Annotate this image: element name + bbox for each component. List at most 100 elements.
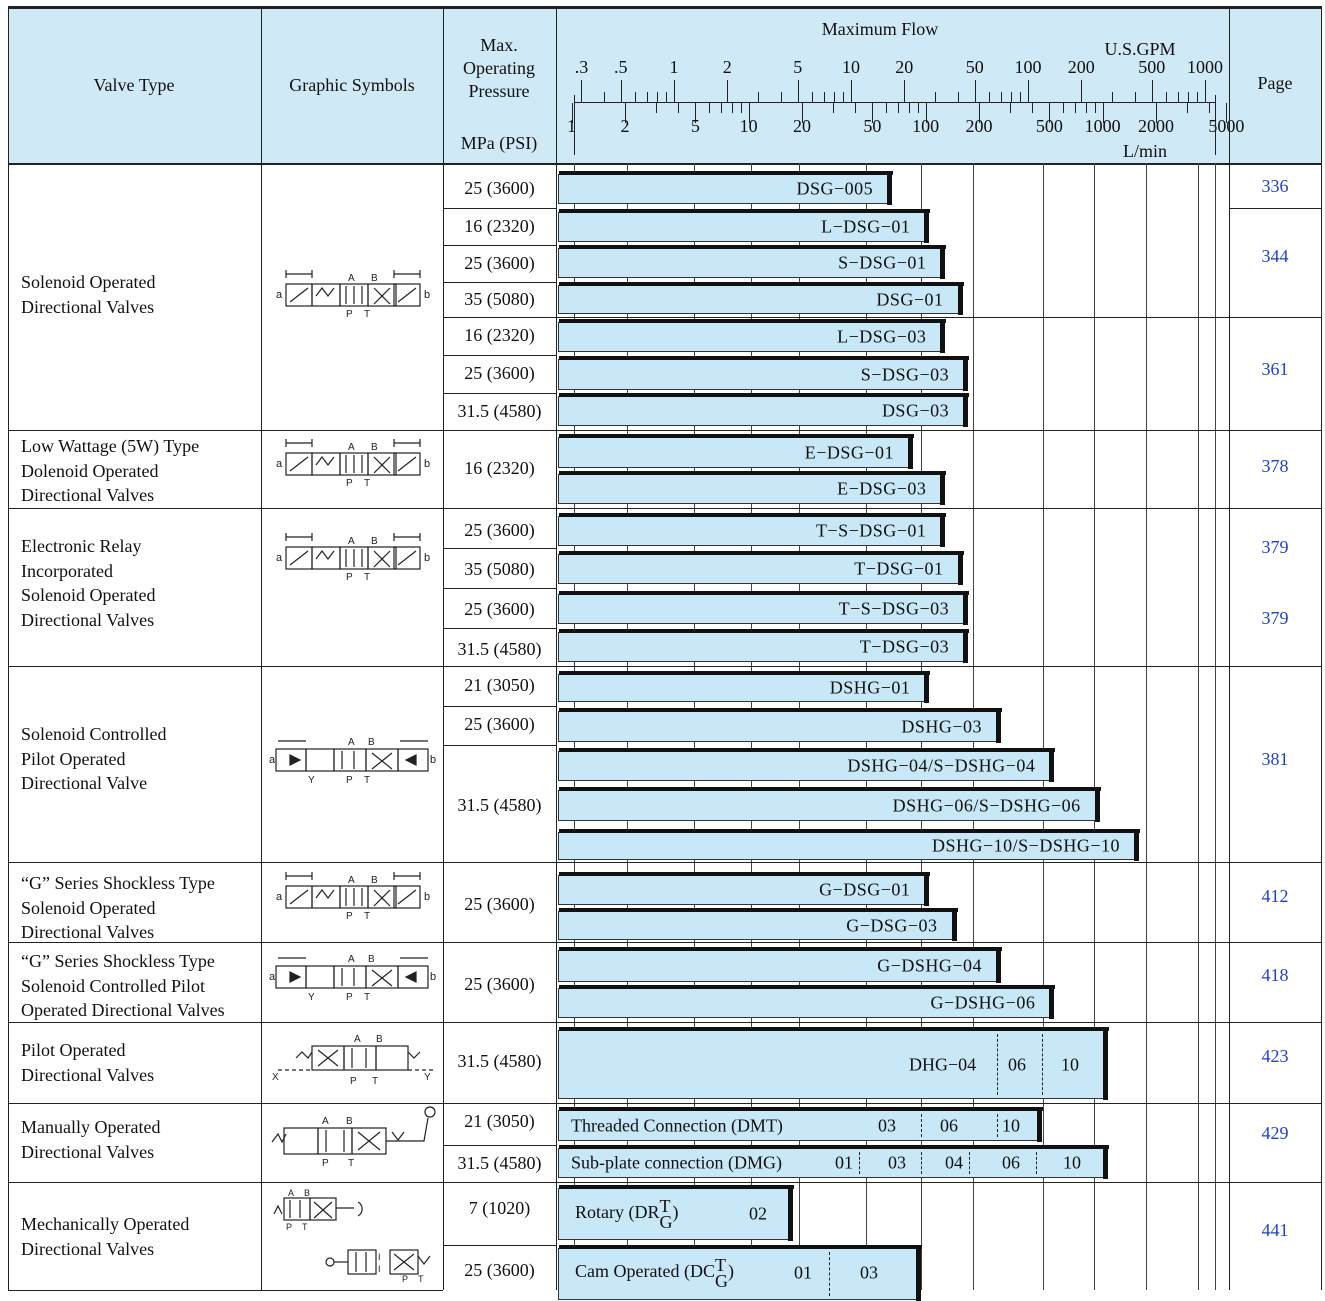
valve-type-name: Manually Operated (21, 1117, 161, 1137)
pressure-value: 35 (5080) (464, 559, 535, 579)
segment-divider (1042, 1034, 1043, 1095)
bar-edge (957, 551, 963, 585)
grid-hline (8, 1290, 443, 1291)
grid-hline (443, 1145, 556, 1146)
valve-type-name: Directional Valves (21, 609, 155, 630)
bar-topedge (559, 1027, 1109, 1031)
gpm-major-tick (1205, 80, 1206, 102)
pressure-value: 31.5 (4580) (457, 1153, 542, 1173)
page-reference-link[interactable]: 423 (1261, 1046, 1289, 1066)
gpm-minor-tick (1134, 92, 1136, 102)
valve-type-name: Directional Valves (21, 296, 155, 317)
lmin-minor-tick (1063, 103, 1065, 113)
svg-text:T: T (364, 309, 370, 320)
pressure-value: 25 (3600) (464, 714, 535, 734)
lmin-minor-tick (1085, 103, 1087, 113)
valve-type-name: Electronic Relay (21, 536, 142, 556)
bar-topedge (559, 393, 970, 397)
svg-text:I: I (378, 1252, 381, 1262)
lmin-tick-label: 500 (1035, 116, 1063, 136)
segment-divider (997, 1114, 998, 1137)
pressure-value: 25 (3600) (464, 178, 535, 198)
svg-text:a: a (276, 891, 283, 903)
segment-label: 03 (888, 1152, 906, 1173)
flow-guide-line (1094, 163, 1095, 1290)
svg-text:B: B (371, 875, 378, 886)
gpm-minor-tick (988, 92, 990, 102)
svg-text:P: P (346, 992, 353, 1003)
bar-topedge (559, 748, 1056, 752)
segment-divider (921, 1114, 922, 1137)
lmin-tick-label: 1000 (1084, 116, 1121, 136)
page-reference-link[interactable]: 361 (1261, 359, 1289, 379)
gpm-tick-label: .5 (613, 57, 628, 77)
page-reference-link[interactable]: 429 (1261, 1123, 1289, 1143)
flow-bar: DSHG−03 (558, 708, 1003, 743)
svg-text:T: T (364, 911, 370, 922)
pressure-value: 25 (3600) (464, 599, 535, 619)
segment-divider (859, 1152, 860, 1174)
svg-text:A: A (322, 1116, 329, 1127)
bar-topedge (559, 908, 958, 912)
pressure-value: 31.5 (4580) (457, 1051, 542, 1071)
flow-bar: T−DSG−01 (558, 551, 964, 585)
gpm-major-tick (1151, 80, 1153, 102)
bar-topedge (559, 1107, 1043, 1111)
grid-hline (556, 508, 1229, 509)
page-reference-link[interactable]: 381 (1261, 749, 1289, 769)
svg-text:Y: Y (308, 775, 315, 786)
page-reference-link[interactable]: 441 (1261, 1220, 1289, 1240)
svg-text:P: P (346, 309, 353, 320)
svg-text:T: T (372, 1076, 378, 1087)
gpm-minor-tick (1019, 92, 1021, 102)
gpm-major-tick (1028, 80, 1029, 102)
graphic-symbol-manual: A B P T (271, 1106, 436, 1169)
page-reference-link[interactable]: 418 (1261, 965, 1289, 985)
page-reference-link[interactable]: 344 (1261, 246, 1289, 266)
grid-vline (261, 6, 262, 1290)
rotary-label-text: Rotary (DR (575, 1202, 660, 1223)
bar-label: G−DSG−03 (846, 915, 938, 935)
lmin-tick-label: 100 (912, 116, 940, 136)
lmin-tick-label: 10 (739, 116, 758, 136)
bar-label: E−DSG−01 (804, 442, 895, 462)
svg-text:P: P (346, 911, 353, 922)
bar-label: G−DSG−01 (819, 879, 911, 900)
flow-guide-line (1198, 163, 1199, 1290)
valve-type-name: Directional Valves (21, 922, 155, 942)
header-lmin-unit: L/min (1123, 141, 1167, 161)
scale-end-tick (574, 95, 575, 155)
bar-label: DSG−01 (876, 289, 944, 309)
gpm-minor-tick (1187, 92, 1189, 102)
svg-text:A: A (348, 536, 355, 547)
lmin-major-tick (624, 103, 626, 123)
bar-label: T−DSG−01 (854, 558, 944, 579)
lmin-tick-label: 2 (620, 116, 630, 136)
bar-edge (951, 908, 957, 941)
flow-bar: DSHG−06/S−DSHG−06 (558, 787, 1101, 822)
page-reference-link[interactable]: 379 (1261, 537, 1289, 557)
page-reference-link[interactable]: 412 (1261, 886, 1289, 906)
lmin-tick-label: 5 (690, 116, 700, 136)
grid-hline (8, 508, 443, 509)
valve-type-name: Directional Valves (21, 1238, 155, 1259)
gpm-minor-tick (1112, 92, 1114, 102)
page-reference-link[interactable]: 379 (1261, 608, 1289, 628)
lmin-minor-tick (1032, 103, 1034, 113)
page-reference-link[interactable]: 378 (1261, 456, 1289, 476)
svg-text:P: P (402, 1274, 408, 1284)
bar-edge (996, 947, 1002, 983)
grid-hline (443, 942, 556, 943)
lmin-tick-label: 1 (567, 116, 577, 136)
svg-text:Y: Y (308, 992, 315, 1003)
pressure-value: 31.5 (4580) (457, 639, 542, 659)
gpm-tick-label: 20 (895, 57, 914, 77)
bar-edge (1103, 1145, 1108, 1179)
bar-edge (963, 591, 969, 625)
bar-edge (940, 513, 946, 547)
gpm-major-tick (620, 80, 622, 102)
grid-hline (8, 862, 443, 863)
svg-text:B: B (371, 442, 378, 453)
page-reference-link[interactable]: 336 (1261, 176, 1289, 196)
bar-edge (957, 282, 963, 315)
